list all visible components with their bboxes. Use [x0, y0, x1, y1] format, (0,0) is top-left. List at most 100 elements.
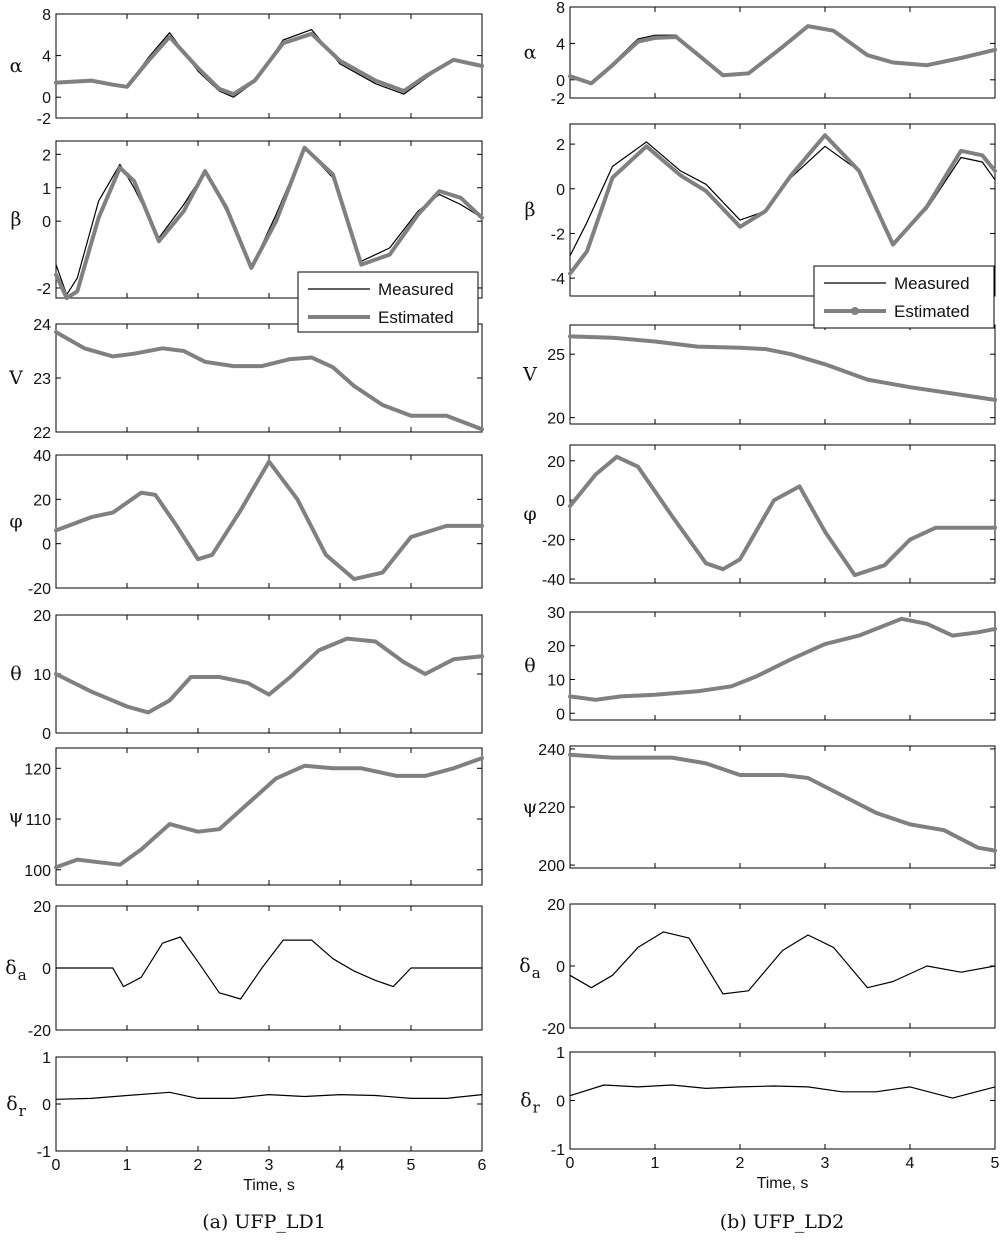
fig0-row6-panel: 20 0 -20 δa: [5, 899, 483, 1040]
fig1-row1-ylabel: β: [525, 199, 536, 221]
fig1-row7-xtick-label-3: 3: [821, 1155, 830, 1172]
fig0-row7-ytick-label-1: 0: [42, 1097, 51, 1114]
fig1-row5-series-estimated: [568, 752, 997, 853]
fig1-row6-panel: 20 0 -20 δa: [519, 897, 996, 1038]
fig1-row1-series-estimated: [568, 133, 997, 276]
fig0-row4-axes-box: [55, 614, 483, 734]
fig1-row7-ytick-label-1: 0: [556, 1094, 565, 1111]
fig0-row7-xtick-label-2: 2: [194, 1157, 203, 1174]
fig0-legend: Measured Estimated: [297, 271, 479, 333]
fig1-row6-series-input: [569, 931, 996, 995]
fig0-row7-xtick-label-4: 4: [336, 1157, 345, 1174]
fig0-row7-xtick-label-3: 3: [265, 1157, 274, 1174]
fig0-row7-ytick-label-0: 1: [42, 1050, 51, 1067]
fig1-row0-ytick-label-3: -2: [551, 91, 565, 108]
fig0-row6-ytick-label-1: 0: [42, 961, 51, 978]
fig1-row2-ytick-label-0: 25: [547, 347, 565, 364]
fig0-row5-ytick-label-1: 110: [25, 812, 51, 829]
fig1-row6-axes-box: [569, 903, 996, 1029]
fig1-row3-ylabel: φ: [523, 503, 536, 525]
fig0-row3-series-estimated: [54, 459, 484, 582]
fig1-row3-axes-box: [569, 444, 996, 584]
fig1-row7-xtick-label-5: 5: [991, 1155, 1000, 1172]
fig1-row4-ylabel: θ: [524, 655, 535, 677]
fig1-row2-ylabel: V: [522, 364, 537, 386]
fig0-row4-series-estimated: [54, 636, 484, 715]
fig1-row3-panel: 20 0 -20 -40 φ: [523, 444, 997, 589]
fig0-row0-ytick-label-2: 4: [42, 49, 51, 66]
fig1-legend-label-estimated: Estimated: [894, 302, 970, 321]
fig1-row7-series-input: [569, 1084, 996, 1099]
fig0-row5-ylabel: ψ: [9, 806, 24, 828]
fig0-row6-ylabel-subscript: a: [18, 966, 27, 984]
fig1-row3-ytick-label-3: -40: [542, 572, 565, 589]
fig1-row5-ytick-label-1: 220: [538, 800, 565, 817]
fig1-legend-label-measured: Measured: [894, 274, 970, 293]
fig1-row1-ytick-label-2: -2: [551, 226, 565, 243]
fig1-row1-axes-box: [569, 123, 996, 297]
fig0-row4-panel: 20 10 0 θ: [10, 608, 484, 743]
fig1-row0-panel: 8 4 0-2 α: [524, 0, 997, 108]
caption-right: (b) UFP_LD2: [720, 1211, 844, 1233]
fig0-row7-ylabel-subscript: r: [19, 1102, 27, 1120]
chart-panels: -2048α210-2β242322V40200-20φ20100θ120110…: [5, 0, 999, 1194]
fig0-row5-panel: 120 110 100 ψ: [9, 747, 484, 886]
fig1-row5-ylabel: ψ: [523, 796, 538, 818]
fig1-row7-ytick-label-2: -1: [551, 1142, 565, 1159]
fig0-row2-ytick-label-0: 24: [33, 317, 51, 334]
fig0-row3-panel: 40 20 0 -20 φ: [9, 448, 484, 598]
fig1-row5-panel: 240 220 200 ψ: [523, 742, 997, 875]
fig0-row7-xlabel: Time, s: [243, 1177, 295, 1194]
fig1-row6-ytick-label-1: 0: [556, 959, 565, 976]
fig0-row0-ylabel: α: [10, 55, 23, 77]
fig1-row6-ylabel: δa: [519, 955, 540, 982]
fig1-legend-marker-estimated: [851, 307, 859, 315]
fig0-row2-series-estimated: [54, 330, 484, 432]
fig1-row1-ytick-label-0: 2: [556, 137, 565, 154]
fig0-row0-series-estimated: [54, 31, 484, 97]
fig1-row2-panel: 25 20 V: [522, 324, 997, 428]
fig0-row3-ytick-label-1: 20: [33, 492, 51, 509]
fig1-legend: Measured Estimated: [813, 265, 995, 329]
fig1-row7-xtick-label-1: 1: [651, 1155, 660, 1172]
fig1-row4-ytick-label-1: 20: [547, 639, 565, 656]
fig1-row3-series-estimated: [568, 454, 997, 578]
fig0-row7-xtick-label-0: 0: [52, 1157, 61, 1174]
fig1-row3-ytick-label-0: 20: [547, 454, 565, 471]
fig0-row2-panel: 24 23 22 V: [8, 317, 484, 442]
fig0-row3-axes-box: [55, 454, 483, 589]
fig1-row1-ytick-label-1: 0: [556, 182, 565, 199]
fig1-row7-xtick-label-2: 2: [736, 1155, 745, 1172]
fig0-row3-ytick-label-3: -20: [28, 581, 51, 598]
fig0-row1-ytick-label-1: 1: [42, 181, 51, 198]
fig1-row0-ylabel: α: [524, 42, 537, 64]
fig1-row7-ylabel-subscript: r: [533, 1099, 541, 1117]
fig1-row0-axes-box: [569, 6, 996, 99]
fig0-row7-xtick-label-5: 5: [407, 1157, 416, 1174]
fig0-row1-ytick-label-0: 2: [42, 147, 51, 164]
fig0-row3-ytick-label-2: 0: [42, 537, 51, 554]
fig0-row5-ytick-label-0: 120: [24, 761, 51, 778]
fig1-row4-series-estimated: [568, 616, 997, 702]
fig0-row1-ytick-label-3: -2: [37, 281, 51, 298]
fig0-row6-ytick-label-0: 20: [33, 899, 51, 916]
fig1-row7-xlabel: Time, s: [757, 1175, 809, 1192]
fig1-row0-ytick-label-2: 0: [556, 73, 565, 90]
fig0-row3-ytick-label-0: 40: [33, 448, 51, 465]
fig1-row0-ytick-label-0: 8: [556, 0, 565, 17]
fig0-row0-ytick-label-0: -2: [37, 111, 51, 128]
fig0-row7-ytick-label-2: -1: [37, 1144, 51, 1161]
fig0-row2-ytick-label-1: 23: [33, 371, 51, 388]
fig0-row4-ytick-label-2: 0: [42, 726, 51, 743]
fig1-row7-xtick-label-4: 4: [906, 1155, 915, 1172]
fig0-row7-xtick-label-1: 1: [123, 1157, 132, 1174]
fig0-row0-ytick-label-3: 8: [42, 7, 51, 24]
fig0-row1-panel: 2 1 0 -2 β: [11, 140, 484, 300]
fig1-row4-ytick-label-2: 10: [547, 673, 565, 690]
fig0-row6-ytick-label-2: -20: [28, 1023, 51, 1040]
fig0-row7-axes-box: [55, 1056, 483, 1152]
fig1-row3-ytick-label-1: 0: [556, 493, 565, 510]
fig0-legend-box: [297, 271, 479, 333]
